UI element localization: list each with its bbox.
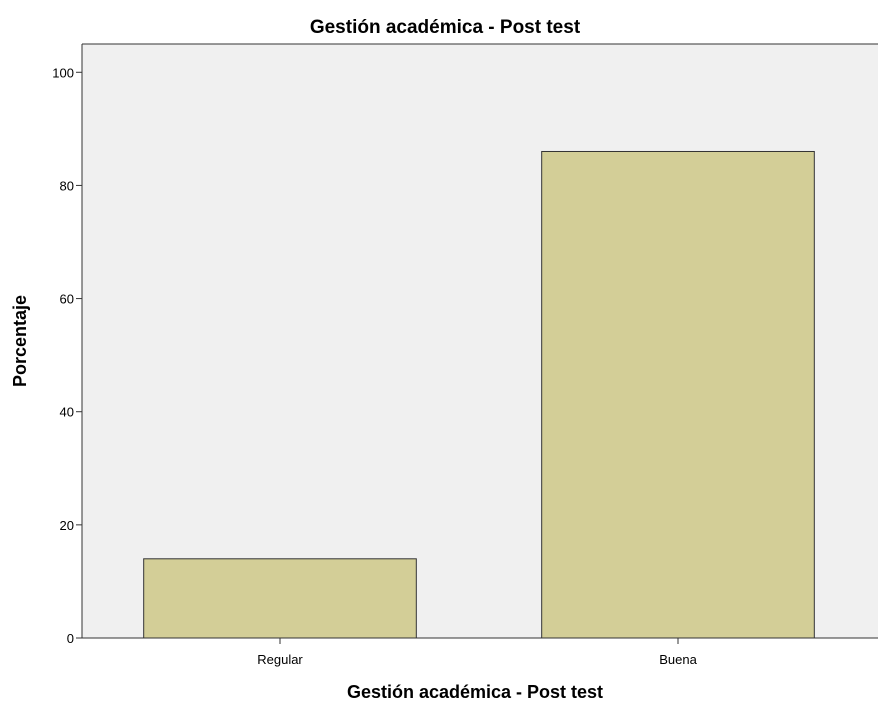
bars-group <box>143 150 815 639</box>
y-tick-label: 80 <box>60 178 74 193</box>
y-axis-title: Porcentaje <box>10 295 30 387</box>
y-tick-label: 60 <box>60 292 74 307</box>
y-tick-label: 0 <box>67 631 74 646</box>
y-ticks-group: 0 20 40 60 80 100 <box>52 65 82 646</box>
x-tick-label: Regular <box>257 652 303 667</box>
axes-group <box>81 43 878 639</box>
x-ticks-group: Regular Buena <box>257 638 698 667</box>
bar-regular <box>143 558 417 639</box>
chart-title: Gestión académica - Post test <box>310 17 581 38</box>
x-tick-label: Buena <box>659 652 697 667</box>
y-tick-label: 100 <box>52 65 74 80</box>
x-axis-title: Gestión académica - Post test <box>347 682 603 702</box>
y-tick-label: 20 <box>60 518 74 533</box>
y-tick-label: 40 <box>60 405 74 420</box>
bar-buena <box>541 150 815 639</box>
